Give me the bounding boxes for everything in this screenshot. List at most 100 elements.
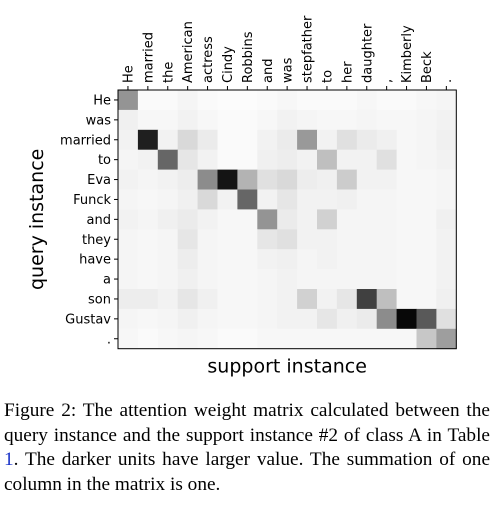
heatmap-cell xyxy=(237,308,258,330)
heatmap-cell xyxy=(217,289,238,310)
heatmap-cell xyxy=(118,169,139,190)
y-tick-label: and xyxy=(87,213,111,228)
table-reference-link[interactable]: 1 xyxy=(4,449,14,470)
heatmap-cell xyxy=(277,109,298,131)
heatmap-cell xyxy=(396,308,417,330)
heatmap-cell xyxy=(396,109,417,131)
heatmap-cell xyxy=(396,229,417,250)
heatmap-cell xyxy=(297,308,318,330)
heatmap-cell xyxy=(257,189,278,210)
heatmap-cell xyxy=(336,149,358,170)
heatmap-cell xyxy=(157,129,179,151)
heatmap-cell xyxy=(237,209,258,230)
heatmap-cell xyxy=(257,308,278,330)
heatmap-cell xyxy=(376,289,397,310)
heatmap-cell xyxy=(277,90,298,111)
heatmap-cell xyxy=(118,129,139,151)
heatmap-cell xyxy=(197,129,218,151)
heatmap-cell xyxy=(416,249,437,270)
heatmap-cell xyxy=(197,169,218,190)
heatmap-cell xyxy=(396,149,417,170)
heatmap-cell xyxy=(157,149,179,170)
heatmap-cell xyxy=(436,269,457,290)
heatmap-cell xyxy=(356,328,378,350)
heatmap-cell xyxy=(177,269,198,290)
heatmap-cell xyxy=(297,169,318,190)
heatmap-cell xyxy=(177,169,198,190)
heatmap-cell xyxy=(336,269,358,290)
y-axis-label: query instance xyxy=(26,149,48,290)
heatmap-cell xyxy=(356,209,378,230)
attention-heatmap-figure: He married the American actress Cindy Robbins a… xyxy=(26,15,457,378)
heatmap-cell xyxy=(197,308,218,330)
heatmap-cell xyxy=(217,129,238,151)
heatmap-cell xyxy=(277,229,298,250)
heatmap-cell xyxy=(118,249,139,270)
heatmap-cell xyxy=(237,249,258,270)
heatmap-cell xyxy=(118,209,139,230)
heatmap-cell xyxy=(197,90,218,111)
heatmap-cell xyxy=(436,149,457,170)
x-tick-label: American xyxy=(181,21,196,83)
heatmap-cells xyxy=(118,90,457,350)
caption-text: Figure 2: The attention weight matrix ca… xyxy=(4,400,490,446)
heatmap-cell xyxy=(177,209,198,230)
figure-caption: Figure 2: The attention weight matrix ca… xyxy=(4,399,490,497)
heatmap-cell xyxy=(237,129,258,151)
y-tick-label: was xyxy=(86,113,112,128)
x-tick-label: Cindy xyxy=(221,46,236,83)
heatmap-cell xyxy=(396,289,417,310)
x-tick-label: Robbins xyxy=(241,31,256,83)
heatmap-cell xyxy=(297,229,318,250)
heatmap-cell xyxy=(157,109,179,131)
heatmap-cell xyxy=(416,90,437,111)
y-tick-label: Funck xyxy=(73,193,111,208)
heatmap-cell xyxy=(217,169,238,190)
y-tick-label: . xyxy=(107,332,111,347)
heatmap-cell xyxy=(177,129,198,151)
heatmap-cell xyxy=(197,189,218,210)
heatmap-cell xyxy=(118,149,139,170)
heatmap-cell xyxy=(416,209,437,230)
x-tick-label: actress xyxy=(201,36,216,83)
heatmap-cell xyxy=(277,149,298,170)
heatmap-cell xyxy=(416,269,437,290)
heatmap-cell xyxy=(118,229,139,250)
heatmap-cell xyxy=(157,328,179,350)
heatmap-cell xyxy=(356,109,378,131)
x-tick-label: stepfather xyxy=(301,15,316,83)
heatmap-cell xyxy=(137,209,159,230)
heatmap-cell xyxy=(217,249,238,270)
x-axis-ticks: He married the American actress Cindy Robbins a… xyxy=(121,15,455,90)
y-tick-label: He xyxy=(93,93,111,108)
heatmap-cell xyxy=(416,229,437,250)
heatmap-cell xyxy=(257,209,278,230)
heatmap-cell xyxy=(396,328,417,350)
heatmap-cell xyxy=(118,269,139,290)
heatmap-cell xyxy=(217,189,238,210)
heatmap-cell xyxy=(257,109,278,131)
x-tick-label: and xyxy=(261,59,276,83)
heatmap-cell xyxy=(297,149,318,170)
heatmap-cell xyxy=(356,269,378,290)
heatmap-cell xyxy=(356,149,378,170)
heatmap-cell xyxy=(356,90,378,111)
heatmap-cell xyxy=(336,308,358,330)
x-tick-label: the xyxy=(161,62,176,83)
heatmap-cell xyxy=(317,129,338,151)
heatmap-cell xyxy=(396,169,417,190)
heatmap-cell xyxy=(157,269,179,290)
heatmap-cell xyxy=(257,289,278,310)
heatmap-cell xyxy=(317,90,338,111)
heatmap-cell xyxy=(137,90,159,111)
heatmap-cell xyxy=(297,129,318,151)
heatmap-cell xyxy=(416,328,437,350)
caption-text-end: . The darker units have larger value. Th… xyxy=(4,449,490,495)
heatmap-cell xyxy=(177,249,198,270)
heatmap-cell xyxy=(217,90,238,111)
heatmap-cell xyxy=(336,109,358,131)
heatmap-cell xyxy=(177,289,198,310)
heatmap-cell xyxy=(177,90,198,111)
heatmap-cell xyxy=(317,249,338,270)
heatmap-cell xyxy=(118,189,139,210)
